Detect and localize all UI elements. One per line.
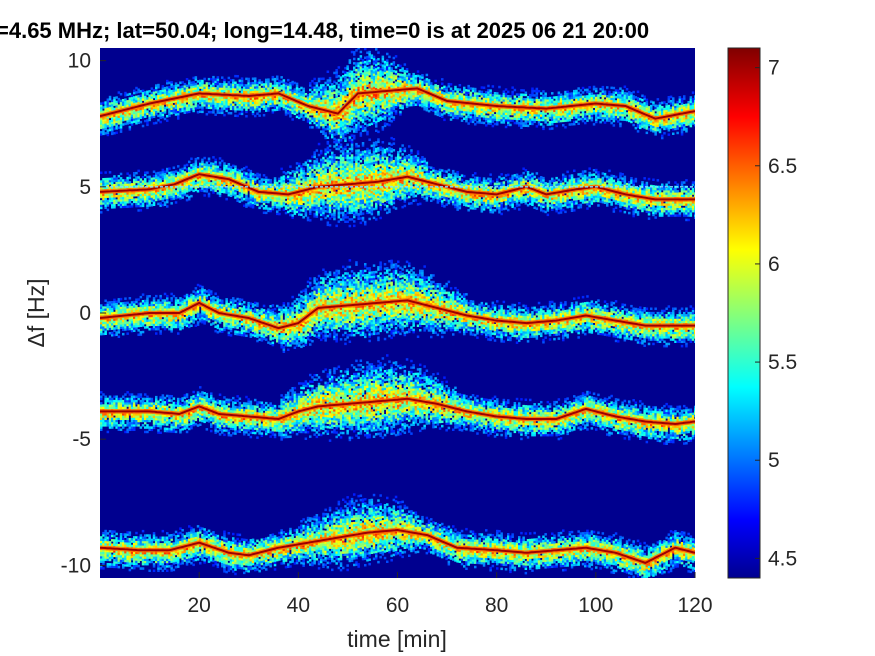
heatmap-layer xyxy=(100,48,695,578)
trace-line-4 xyxy=(100,397,695,425)
band-4 xyxy=(100,354,695,445)
colorbar-tick-label: 6 xyxy=(768,253,780,276)
colorbar: 4.5 5 5.5 6 6.5 7 xyxy=(727,47,797,579)
colorbar-border xyxy=(727,47,761,579)
plot-area xyxy=(100,48,695,578)
band-5 xyxy=(100,493,695,578)
colorbar-gradient xyxy=(728,48,760,578)
y-tick-label: -5 xyxy=(72,428,91,451)
x-tick-label: 60 xyxy=(386,594,409,617)
x-tick-label: 80 xyxy=(485,594,508,617)
band-1 xyxy=(100,48,695,151)
x-tick-label: 100 xyxy=(578,594,613,617)
colorbar-tick-label: 4.5 xyxy=(768,547,797,570)
band-3 xyxy=(100,259,695,353)
y-tick-label: 0 xyxy=(79,302,91,325)
x-tick-label: 40 xyxy=(287,594,310,617)
colorbar-tick-label: 5 xyxy=(768,449,780,472)
x-tick-label: 120 xyxy=(677,594,712,617)
chart-title: =4.65 MHz; lat=50.04; long=14.48, time=0… xyxy=(0,18,649,43)
trace-line-5 xyxy=(100,529,695,564)
trace-line-1 xyxy=(100,87,695,120)
y-tick-label: 10 xyxy=(68,50,91,73)
colorbar-tick-label: 5.5 xyxy=(768,351,797,374)
trace-line-3 xyxy=(100,299,695,330)
colorbar-ticks: 4.5 5 5.5 6 6.5 7 xyxy=(755,57,797,570)
colorbar-tick-label: 7 xyxy=(768,57,780,80)
y-tick-label: -10 xyxy=(61,554,91,577)
x-axis-label: time [min] xyxy=(347,626,447,652)
x-tick-label: 20 xyxy=(187,594,210,617)
y-axis: -10 -5 0 5 10 xyxy=(61,50,106,577)
y-axis-label: Δf [Hz] xyxy=(23,278,49,347)
y-tick-label: 5 xyxy=(79,176,91,199)
x-axis: 20 40 60 80 100 120 xyxy=(187,572,713,617)
colorbar-tick-label: 6.5 xyxy=(768,155,797,178)
